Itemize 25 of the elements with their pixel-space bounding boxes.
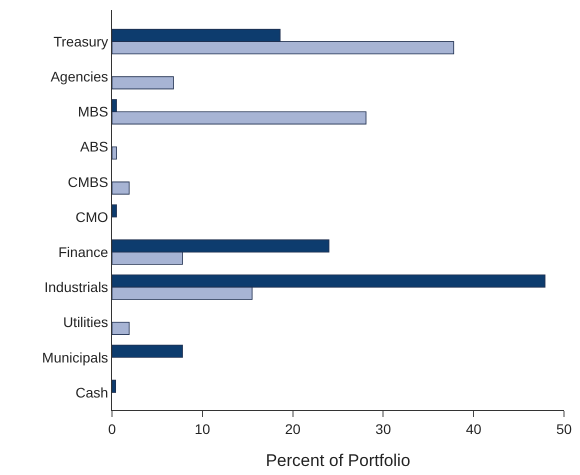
y-tick-label: Utilities (63, 314, 108, 330)
bar (112, 146, 117, 160)
bar (112, 204, 117, 218)
bar (112, 344, 183, 358)
x-tick-label: 30 (375, 420, 392, 437)
y-tick-label: ABS (80, 138, 108, 155)
x-tick-label: 10 (194, 420, 210, 437)
x-tick-label: 20 (285, 420, 301, 437)
bar (112, 76, 174, 90)
bar (112, 182, 130, 195)
y-tick-label: Treasury (53, 33, 108, 50)
x-axis-title: Percent of Portfolio (266, 451, 410, 470)
y-tick-label: MBS (78, 104, 108, 120)
y-tick-label: Finance (58, 244, 108, 260)
y-tick-label: Municipals (42, 349, 108, 366)
bar (112, 380, 116, 393)
y-tick-label: Cash (76, 384, 108, 400)
y-tick-label: Industrials (44, 279, 108, 296)
y-tick-label: CMBS (68, 174, 108, 190)
x-tick-label: 40 (466, 420, 482, 437)
y-tick-label: Agencies (50, 68, 108, 85)
x-tick-label: 50 (556, 420, 572, 437)
bar (112, 322, 130, 335)
y-tick-label: CMO (76, 208, 108, 225)
x-tick-label: 0 (108, 420, 116, 437)
